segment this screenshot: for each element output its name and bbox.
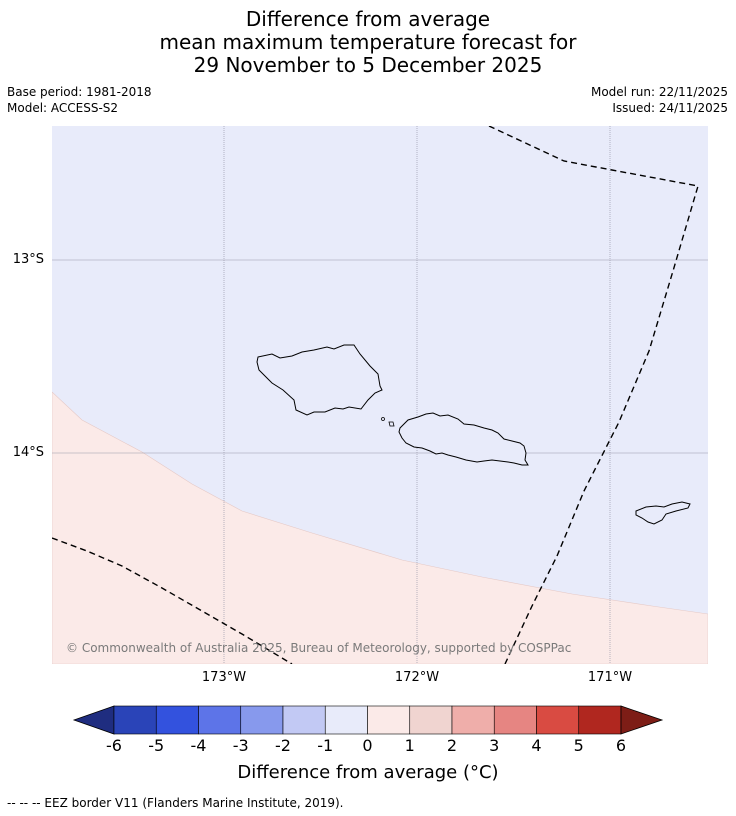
colorbar-tick-label: -1: [317, 736, 334, 755]
colorbar-segment: [324, 705, 368, 735]
colorbar-tick-label: 5: [573, 736, 584, 755]
lon-label-171w: 171°W: [587, 670, 633, 685]
colorbar-segment: [451, 705, 495, 735]
lon-label-173w: 173°W: [201, 670, 247, 685]
colorbar-segment: [113, 705, 157, 735]
lat-label-13s: 13°S: [12, 252, 44, 267]
colorbar-tick-label: 0: [362, 736, 373, 755]
colorbar-tick-label: 2: [446, 736, 458, 755]
colorbar-extend-low: [72, 705, 115, 735]
colorbar-segment: [536, 705, 580, 735]
colorbar-label: Difference from average (°C): [237, 762, 499, 783]
title-line-1: Difference from average: [245, 7, 491, 31]
model-name: Model: ACCESS-S2: [7, 101, 119, 115]
colorbar: [72, 705, 664, 735]
islet-2: [388, 421, 395, 427]
gridlines: [223, 126, 611, 664]
colorbar-tick-label: 3: [489, 736, 500, 755]
colorbar-segment: [578, 705, 622, 735]
colorbar-segment: [493, 705, 537, 735]
savaii-island: [256, 344, 383, 416]
base-period: Base period: 1981-2018: [7, 85, 152, 99]
islet-1: [381, 417, 385, 421]
meta-right: Model run: 22/11/2025 Issued: 24/11/2025: [591, 84, 728, 116]
eez-border-southwest: [52, 537, 293, 664]
colorbar-tick-label: -4: [190, 736, 207, 755]
meta-left: Base period: 1981-2018 Model: ACCESS-S2: [7, 84, 152, 116]
map-svg: [52, 126, 708, 664]
title-line-3: 29 November to 5 December 2025: [193, 53, 543, 77]
colorbar-segment: [409, 705, 453, 735]
colorbar-segment: [282, 705, 326, 735]
positive-anomaly-area: [52, 391, 708, 664]
issued-date: Issued: 24/11/2025: [612, 101, 728, 115]
colorbar-segment: [367, 705, 411, 735]
lat-label-14s: 14°S: [12, 445, 44, 460]
colorbar-tick-label: 1: [404, 736, 415, 755]
colorbar-tick-label: -2: [275, 736, 291, 755]
lat-gridlines: [52, 259, 708, 454]
map-panel[interactable]: © Commonwealth of Australia 2025, Bureau…: [52, 126, 708, 664]
title-line-2: mean maximum temperature forecast for: [159, 30, 577, 54]
upolu-island: [398, 412, 529, 466]
colorbar-tick-label: -6: [106, 736, 122, 755]
colorbar-tick-label: -5: [148, 736, 165, 755]
eez-border: [488, 126, 699, 664]
eez-legend-footnote: -- -- -- EEZ border V11 (Flanders Marine…: [7, 796, 344, 810]
tutuila-island: [635, 501, 691, 525]
colorbar-segment: [240, 705, 284, 735]
model-run: Model run: 22/11/2025: [590, 85, 728, 99]
copyright-notice: © Commonwealth of Australia 2025, Bureau…: [66, 641, 572, 655]
colorbar-tick-label: -3: [232, 736, 249, 755]
colorbar-segment: [155, 705, 199, 735]
colorbar-tick-label: 4: [531, 736, 542, 755]
colorbar-segment: [198, 705, 242, 735]
lon-label-172w: 172°W: [394, 670, 440, 685]
map-title: Difference from average mean maximum tem…: [0, 8, 736, 77]
colorbar-tick-label: 6: [615, 736, 627, 755]
colorbar-extend-high: [620, 705, 664, 735]
